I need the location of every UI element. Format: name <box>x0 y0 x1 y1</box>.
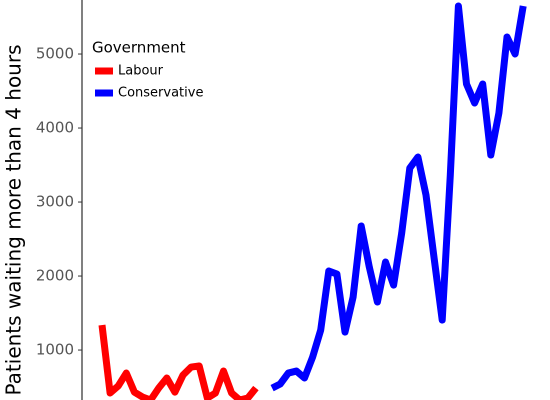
y-tick-label: 1000 <box>36 341 74 359</box>
legend-label: Conservative <box>118 86 203 101</box>
series-line <box>98 324 259 400</box>
y-axis-label: Patients waiting more than 4 hours <box>2 45 26 396</box>
y-tick-label: 5000 <box>36 45 74 63</box>
y-tick-label: 3000 <box>36 193 74 211</box>
legend-label: Labour <box>118 64 164 79</box>
series-line <box>270 2 527 392</box>
legend-title: Government <box>92 39 186 57</box>
y-tick-label: 4000 <box>36 119 74 137</box>
y-tick-label: 2000 <box>36 267 74 285</box>
